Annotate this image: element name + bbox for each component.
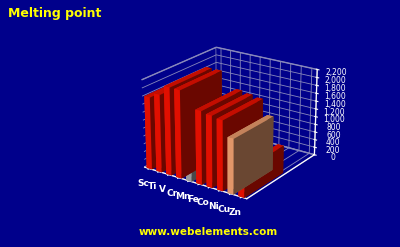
Text: www.webelements.com: www.webelements.com [138, 227, 278, 237]
Text: Melting point: Melting point [8, 7, 101, 21]
